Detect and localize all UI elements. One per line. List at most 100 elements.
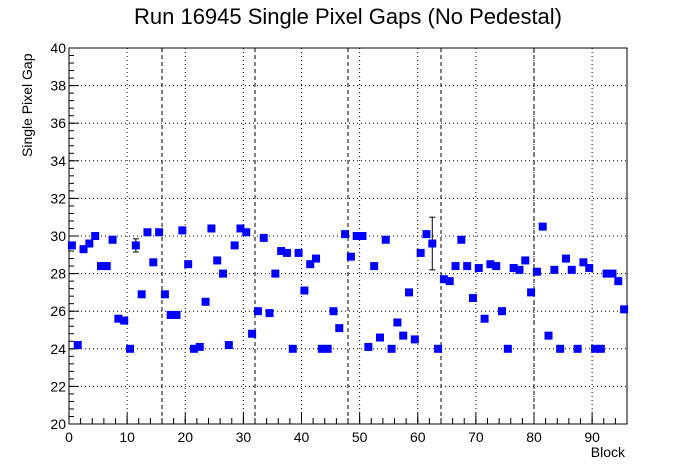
data-point bbox=[219, 269, 228, 278]
data-points bbox=[67, 216, 629, 353]
data-point bbox=[346, 252, 355, 261]
data-point bbox=[556, 344, 565, 353]
data-point bbox=[312, 254, 321, 263]
data-point bbox=[405, 288, 414, 297]
data-point bbox=[248, 329, 257, 338]
x-tick-label: 0 bbox=[65, 429, 73, 445]
data-point bbox=[596, 344, 605, 353]
data-point bbox=[195, 342, 204, 351]
data-point bbox=[91, 232, 100, 240]
data-point bbox=[306, 260, 315, 269]
x-tick-label: 80 bbox=[526, 429, 542, 445]
data-point bbox=[544, 331, 553, 340]
data-point bbox=[73, 341, 82, 350]
y-axis-label: Single Pixel Gap bbox=[19, 53, 35, 157]
data-point bbox=[166, 310, 175, 319]
data-point bbox=[143, 228, 152, 237]
data-point bbox=[172, 310, 181, 319]
data-point bbox=[160, 290, 169, 299]
y-tick-label: 30 bbox=[50, 228, 66, 244]
data-point bbox=[538, 222, 547, 231]
x-tick-label: 20 bbox=[177, 429, 193, 445]
data-point bbox=[335, 324, 344, 333]
data-point bbox=[288, 344, 297, 353]
data-point bbox=[323, 344, 332, 353]
data-point bbox=[265, 309, 274, 318]
data-point bbox=[282, 248, 291, 257]
y-tick-label: 28 bbox=[50, 266, 66, 282]
data-point bbox=[620, 305, 629, 314]
data-point bbox=[317, 344, 326, 353]
data-point bbox=[207, 224, 216, 233]
data-point bbox=[457, 235, 466, 244]
chart-title: Run 16945 Single Pixel Gaps (No Pedestal… bbox=[134, 4, 562, 29]
data-point bbox=[96, 262, 105, 271]
x-tick-label: 30 bbox=[236, 429, 252, 445]
data-point bbox=[126, 344, 135, 353]
y-tick-label: 22 bbox=[50, 378, 66, 394]
data-point bbox=[102, 262, 111, 271]
x-axis-label: Block bbox=[591, 444, 626, 460]
x-tick-label: 10 bbox=[119, 429, 135, 445]
data-point bbox=[509, 263, 518, 272]
data-point bbox=[422, 230, 431, 239]
data-point bbox=[381, 235, 390, 244]
data-point bbox=[189, 344, 198, 353]
data-point bbox=[416, 248, 425, 257]
data-point bbox=[399, 331, 408, 340]
data-point bbox=[498, 307, 507, 316]
data-point bbox=[213, 256, 222, 265]
data-point bbox=[428, 239, 437, 248]
data-point bbox=[602, 269, 611, 278]
data-point bbox=[527, 288, 536, 297]
data-point bbox=[480, 314, 489, 323]
data-point bbox=[561, 254, 570, 263]
data-point bbox=[341, 230, 350, 239]
data-point bbox=[532, 267, 541, 276]
data-point bbox=[108, 235, 117, 244]
data-point bbox=[277, 247, 286, 256]
data-point bbox=[224, 341, 233, 350]
data-point bbox=[352, 232, 361, 240]
data-point bbox=[451, 262, 460, 271]
data-point bbox=[259, 233, 268, 242]
x-tick-label: 60 bbox=[410, 429, 426, 445]
data-point bbox=[614, 277, 623, 286]
data-point bbox=[434, 344, 443, 353]
data-point bbox=[294, 248, 303, 257]
data-point bbox=[579, 258, 588, 267]
data-point bbox=[79, 245, 88, 254]
data-point bbox=[364, 342, 373, 351]
data-point bbox=[486, 260, 495, 269]
data-point bbox=[567, 265, 576, 274]
data-point bbox=[393, 318, 402, 327]
y-tick-label: 32 bbox=[50, 190, 66, 206]
data-point bbox=[201, 297, 210, 306]
data-point bbox=[131, 241, 140, 250]
data-point bbox=[230, 241, 239, 250]
data-point bbox=[67, 241, 76, 250]
data-point bbox=[503, 344, 512, 353]
y-tick-label: 20 bbox=[50, 416, 66, 432]
data-point bbox=[521, 256, 530, 265]
data-point bbox=[178, 226, 187, 235]
data-point bbox=[439, 275, 448, 284]
x-tick-label: 40 bbox=[294, 429, 310, 445]
data-point bbox=[608, 269, 617, 278]
data-point bbox=[463, 262, 472, 271]
data-point bbox=[573, 344, 582, 353]
data-point bbox=[468, 294, 477, 303]
data-point bbox=[184, 260, 193, 269]
data-point bbox=[492, 262, 501, 271]
data-point bbox=[387, 344, 396, 353]
data-point bbox=[474, 263, 483, 272]
data-point bbox=[329, 307, 338, 316]
data-point bbox=[155, 228, 164, 237]
data-point bbox=[591, 344, 600, 353]
data-point bbox=[120, 316, 129, 325]
data-point bbox=[358, 232, 367, 240]
x-tick-label: 50 bbox=[352, 429, 368, 445]
data-point bbox=[271, 269, 280, 278]
axis-ticks: 20 22 24 26 28 30 32 34 36 38 40 0 10 20 30 40 50 60 70 80 9… bbox=[50, 40, 628, 445]
